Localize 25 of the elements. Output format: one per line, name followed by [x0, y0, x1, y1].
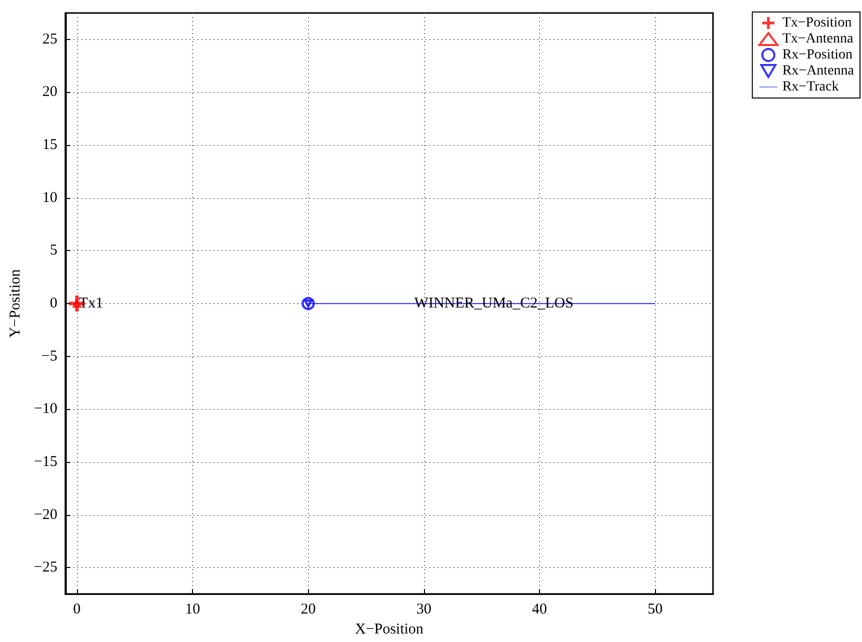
y-tick-label: 5: [50, 242, 58, 259]
y-tick-label: 25: [42, 31, 58, 48]
x-tick-label: 10: [185, 602, 200, 618]
y-tick-label: 10: [42, 190, 58, 206]
y-tick-label: −10: [34, 401, 58, 418]
y-tick-label: 20: [42, 84, 58, 100]
x-axis-title: X−Position: [354, 622, 424, 638]
y-axis-title: Y−Position: [8, 268, 24, 338]
y-tick-label: −25: [34, 560, 58, 576]
y-tick-label: 0: [50, 296, 58, 312]
legend-label: Tx−Antenna: [782, 32, 854, 46]
legend-label: Rx−Track: [782, 80, 839, 94]
legend-label: Rx−Antenna: [782, 64, 855, 78]
annotation: Tx1: [78, 296, 104, 312]
x-tick-label: 30: [416, 602, 432, 618]
x-tick-label: 0: [73, 602, 81, 618]
x-tick-label: 20: [300, 602, 316, 618]
legend-label: Rx−Position: [782, 48, 852, 62]
legend-label: Tx−Position: [782, 16, 852, 30]
x-tick-label: 40: [532, 602, 548, 618]
y-tick-label: −5: [41, 348, 58, 364]
x-tick-label: 50: [648, 602, 663, 618]
y-tick-label: −15: [34, 454, 58, 470]
y-tick-label: 15: [42, 137, 58, 154]
y-tick-label: −20: [34, 506, 58, 523]
